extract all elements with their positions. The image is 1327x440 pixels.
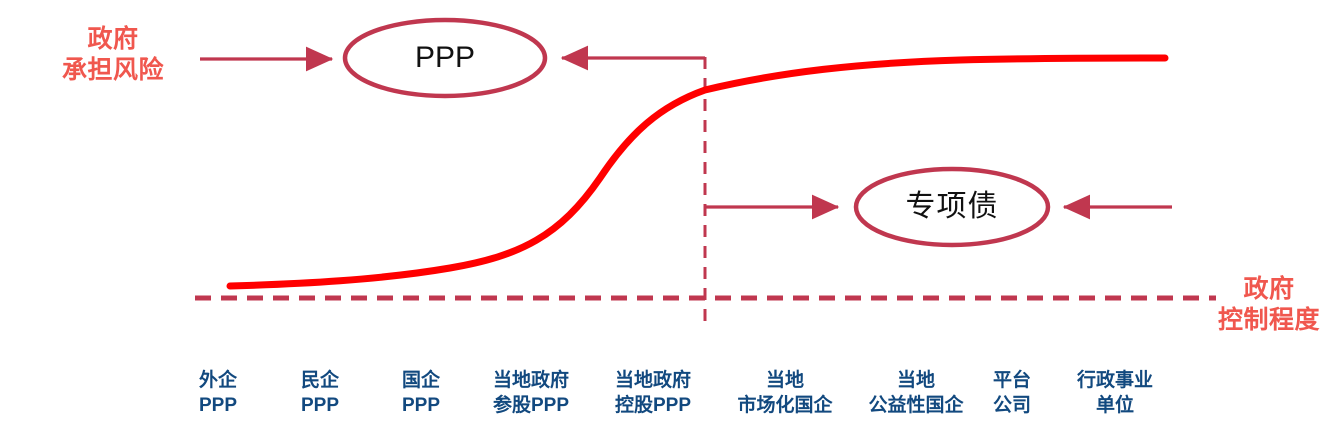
cat-private-ppp: 民企 PPP [301, 368, 339, 418]
node-special-bond-label: 专项债 [905, 190, 999, 223]
category-line1: 行政事业 [1076, 370, 1154, 391]
cat-local-gov-majority: 当地政府控股PPP [615, 368, 691, 418]
category-line2: PPP [300, 395, 340, 416]
node-special-bond-ellipse[interactable] [853, 166, 1051, 248]
node-ppp-label: PPP [414, 41, 476, 74]
government-control-axis-label: 政府 控制程度 [1206, 274, 1327, 336]
category-line1: 国企 [401, 370, 440, 391]
risk-label-line1: 政府 [87, 25, 139, 53]
category-line1: 民企 [300, 370, 339, 391]
category-line2: PPP [401, 395, 441, 416]
category-line1: 当地 [765, 370, 805, 391]
cat-local-market-soe: 当地 市场化国企 [737, 368, 832, 418]
category-line1: 平台 [992, 370, 1032, 391]
cat-soe-ppp: 国企 PPP [402, 368, 440, 418]
cat-foreign-ppp: 外企 PPP [199, 368, 237, 418]
category-axis: 外企 PPP 民企 PPP 国企 PPP 当地政府 参股PPP 当地政府 控股PPP 当地 市场化国企… [0, 368, 1327, 438]
category-line1: 当地 [896, 370, 936, 391]
category-line2: 公益性国企 [868, 395, 964, 416]
category-line2: 控股PPP [614, 395, 692, 416]
category-line1: 当地政府 [492, 370, 569, 391]
government-risk-axis-label: 政府 承担风险 [38, 24, 188, 86]
category-line1: 外企 [198, 370, 237, 391]
category-line2: PPP [198, 395, 238, 416]
cat-local-public-soe: 当地 公益性国企 [868, 368, 963, 418]
cat-local-gov-minority: 当地政府参股PPP [493, 368, 569, 418]
category-line2: 参股PPP [492, 395, 570, 416]
control-label-line1: 政府 [1243, 275, 1295, 303]
category-line2: 市场化国企 [737, 395, 833, 416]
risk-label-line2: 承担风险 [61, 56, 164, 84]
node-ppp-ellipse[interactable] [342, 17, 548, 99]
category-line1: 当地政府 [614, 370, 691, 391]
category-line2: 单位 [1095, 395, 1135, 416]
cat-admin-institution: 行政事业 单位 [1077, 368, 1153, 418]
category-line2: 公司 [992, 395, 1032, 416]
control-label-line2: 控制程度 [1217, 306, 1320, 334]
cat-platform-company: 平台 公司 [993, 368, 1031, 418]
risk-control-curve [226, 54, 1169, 290]
